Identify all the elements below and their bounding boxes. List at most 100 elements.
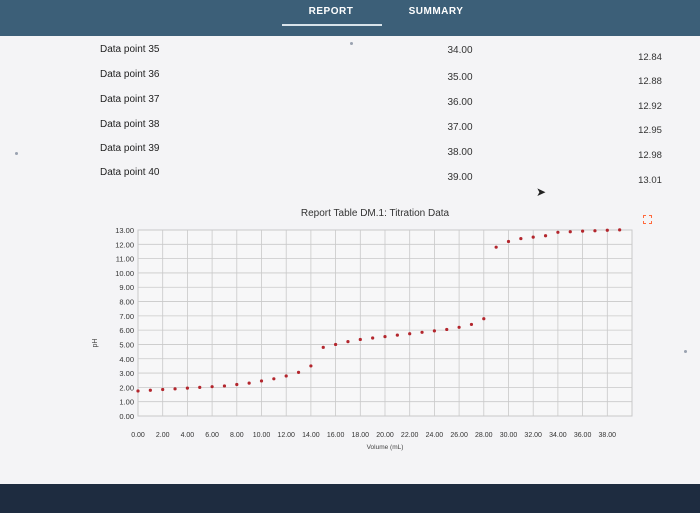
y-tick-label: 7.00: [119, 312, 134, 321]
x-tick-label: 34.00: [549, 432, 567, 439]
data-point: [432, 329, 436, 333]
active-tab-indicator: [282, 24, 382, 26]
row-label: Data point 38: [100, 119, 160, 130]
data-point: [334, 342, 338, 347]
data-point: [358, 337, 362, 342]
data-point: [321, 345, 325, 349]
x-tick-label: 22.00: [401, 432, 419, 439]
volume-value: 37.00: [447, 122, 473, 133]
volume-value: 36.00: [447, 97, 473, 108]
data-point: [593, 229, 597, 233]
data-point: [457, 325, 461, 329]
data-point: [247, 381, 251, 385]
top-bar: REPORT SUMMARY: [0, 0, 700, 36]
x-tick-label: 16.00: [327, 432, 345, 439]
row-label: Data point 39: [100, 143, 160, 154]
ph-value: 12.98: [638, 150, 662, 161]
x-tick-label: 6.00: [205, 432, 219, 439]
x-tick-label: 26.00: [450, 432, 468, 439]
y-tick-label: 13.00: [115, 226, 134, 235]
row-label: Data point 36: [100, 69, 160, 80]
volume-value: 39.00: [447, 172, 473, 183]
x-tick-label: 0.00: [131, 432, 145, 439]
y-tick-label: 3.00: [119, 369, 134, 378]
data-point: [568, 230, 572, 234]
data-point: [531, 235, 535, 239]
data-point: [272, 377, 276, 381]
x-tick-label: 18.00: [352, 432, 370, 439]
data-point: [469, 322, 474, 327]
y-tick-label: 1.00: [119, 398, 134, 407]
decorative-dot: [684, 350, 687, 353]
bottom-bar: [0, 484, 700, 513]
data-point: [235, 382, 239, 387]
x-tick-label: 14.00: [302, 432, 320, 439]
data-point: [296, 370, 301, 374]
data-point: [185, 386, 189, 390]
y-tick-label: 9.00: [119, 283, 134, 292]
x-axis-label: Volume (mL): [367, 444, 404, 451]
data-point: [543, 234, 548, 238]
data-point: [210, 385, 214, 389]
expand-icon[interactable]: [643, 215, 652, 224]
data-point: [309, 364, 313, 368]
y-axis-label: pH: [92, 339, 99, 348]
y-tick-label: 12.00: [115, 240, 134, 249]
x-tick-label: 4.00: [181, 432, 195, 439]
x-tick-label: 20.00: [376, 432, 394, 439]
cursor-icon: ➤: [536, 185, 547, 199]
volume-value: 34.00: [447, 45, 473, 56]
data-point: [618, 228, 622, 232]
row-label: Data point 40: [100, 167, 160, 178]
y-tick-label: 2.00: [119, 383, 134, 392]
data-point: [482, 317, 486, 321]
y-tick-label: 0.00: [119, 412, 134, 421]
data-point: [173, 387, 177, 391]
x-tick-label: 28.00: [475, 432, 493, 439]
chart-title: Report Table DM.1: Titration Data: [300, 208, 450, 219]
data-point: [519, 236, 523, 241]
x-tick-label: 10.00: [253, 432, 271, 439]
x-tick-label: 2.00: [156, 432, 170, 439]
ph-value: 13.01: [638, 175, 662, 186]
volume-value: 35.00: [447, 72, 473, 83]
x-tick-label: 30.00: [500, 432, 518, 439]
data-point: [605, 228, 609, 232]
ph-value: 12.92: [638, 101, 662, 112]
data-point: [445, 327, 449, 332]
volume-value: 38.00: [447, 147, 473, 158]
data-point: [346, 340, 350, 344]
data-point: [371, 336, 375, 340]
tab-report[interactable]: REPORT: [308, 6, 354, 17]
data-point: [198, 385, 202, 389]
y-tick-label: 8.00: [119, 298, 134, 307]
data-point: [136, 389, 140, 393]
data-point: [383, 334, 387, 339]
x-tick-label: 32.00: [524, 432, 542, 439]
data-point: [556, 230, 560, 234]
decorative-dot: [350, 42, 353, 45]
x-tick-label: 12.00: [277, 432, 295, 439]
tab-summary[interactable]: SUMMARY: [408, 6, 464, 17]
x-tick-label: 38.00: [599, 432, 617, 439]
ph-value: 12.95: [638, 125, 662, 136]
data-point: [494, 245, 498, 249]
data-point: [506, 239, 511, 244]
y-tick-label: 5.00: [119, 340, 134, 349]
data-point: [581, 229, 585, 233]
y-tick-label: 6.00: [119, 326, 134, 335]
data-point: [420, 330, 424, 334]
ph-value: 12.84: [638, 52, 662, 63]
x-tick-label: 8.00: [230, 432, 244, 439]
y-tick-label: 10.00: [115, 269, 134, 278]
x-tick-label: 24.00: [426, 432, 444, 439]
data-point: [222, 384, 227, 388]
data-point: [161, 387, 165, 392]
data-point: [395, 333, 399, 337]
data-point: [259, 379, 264, 383]
data-point: [408, 332, 412, 336]
ph-value: 12.88: [638, 76, 662, 87]
data-point: [284, 374, 288, 378]
data-point: [148, 388, 152, 392]
